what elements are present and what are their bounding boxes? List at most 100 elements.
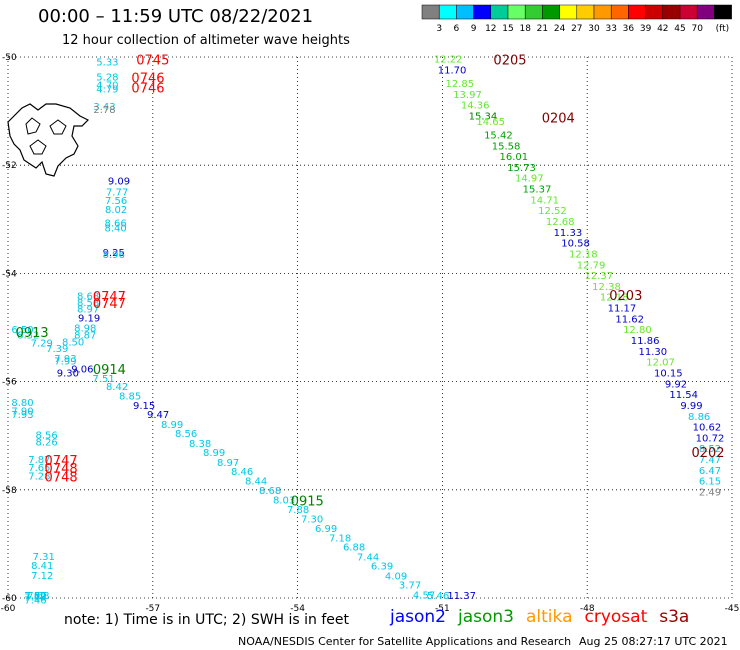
wave-height-value: 7.62 (24, 591, 46, 602)
colorbar-label: 9 (471, 24, 477, 34)
wave-height-value: 4.09 (385, 571, 407, 582)
x-tick-label: -45 (725, 604, 740, 614)
wave-height-value: 9.25 (103, 248, 125, 259)
pass-time-label: 0915 (291, 495, 324, 510)
wave-height-value: 6.88 (343, 543, 365, 554)
wave-height-value: 9.99 (680, 401, 702, 412)
wave-height-value: 15.42 (484, 130, 513, 141)
colorbar-swatch (542, 4, 560, 20)
wave-height-value: 12.85 (445, 79, 474, 90)
wave-height-value: 9.19 (78, 313, 100, 324)
wave-height-value: 15.73 (507, 163, 536, 174)
wave-height-value: 7.29 (31, 339, 53, 350)
wave-height-value: 2.78 (93, 105, 115, 116)
wave-height-value: 8.68 (259, 486, 281, 497)
wave-height-value: 12.18 (569, 249, 598, 260)
pass-time-label: 0748 (45, 462, 78, 477)
wave-height-value: 7.28 (28, 471, 50, 482)
wave-height-value: 12.07 (646, 358, 675, 369)
wave-height-value: 4.79 (96, 84, 118, 95)
wave-height-value: 8.85 (119, 392, 141, 403)
wave-height-value: 8.80 (11, 398, 33, 409)
pass-time-label: 0914 (93, 363, 126, 378)
wave-height-value: 9.15 (133, 401, 155, 412)
wave-height-value: 7.65 (28, 463, 50, 474)
wave-height-value: 8.44 (245, 477, 267, 488)
colorbar-label: 24 (554, 24, 566, 34)
wave-height-value: 16.01 (500, 152, 529, 163)
colorbar-label: 45 (674, 24, 685, 34)
wave-height-value: 3.43 (93, 102, 115, 113)
wave-height-value: 8.03 (273, 496, 295, 507)
colorbar-label: 36 (623, 24, 635, 34)
wave-height-value: 11.54 (669, 390, 698, 401)
wave-height-value: 7.90 (11, 406, 33, 417)
y-tick-label: -60 (2, 594, 17, 604)
colorbar-swatch (679, 4, 698, 20)
wave-height-value: 7.87 (28, 455, 50, 466)
pass-time-label: 0748 (45, 470, 78, 485)
x-tick-label: -54 (290, 604, 305, 614)
wave-height-value: 9.06 (71, 365, 93, 376)
legend-item-altika: altika (526, 607, 573, 627)
wave-height-value: 8.32 (17, 331, 39, 342)
colorbar-swatch (507, 4, 526, 20)
pass-time-label: 0205 (493, 54, 526, 69)
wave-height-value: 7.77 (106, 187, 128, 198)
wave-height-value: 7.31 (33, 552, 55, 563)
wave-height-value: 10.62 (693, 423, 722, 434)
colorbar-label: 42 (657, 24, 668, 34)
wave-height-value: 12.38 (592, 282, 621, 293)
wave-height-value: 8.40 (105, 223, 127, 234)
wave-height-value: 12.52 (538, 206, 567, 217)
wave-height-value: 2.49 (699, 488, 721, 499)
wave-height-value: 8.66 (105, 219, 127, 230)
colorbar-swatch (524, 4, 543, 20)
wave-height-value: 12.37 (584, 271, 613, 282)
wave-height-value: 10.15 (654, 368, 683, 379)
wave-height-value: 8.97 (217, 458, 239, 469)
colorbar-label: 33 (605, 24, 616, 34)
wave-height-value: 8.86 (688, 412, 710, 423)
wave-height-value: 8.56 (175, 429, 197, 440)
wave-height-value: 7.18 (329, 533, 351, 544)
colorbar-label: 15 (502, 24, 513, 34)
falkland-islands (7, 103, 90, 177)
colorbar-unit: (ft) (716, 24, 730, 34)
wave-height-value: 7.68 (27, 591, 49, 602)
wave-height-value: 8.98 (74, 324, 96, 335)
wave-height-value: 4.57 (413, 590, 435, 601)
wave-height-value: 15.34 (469, 112, 498, 123)
wave-height-value: 14.71 (530, 195, 559, 206)
wave-height-value: 7.51 (92, 374, 114, 385)
wave-height-value: 7.18 (24, 592, 46, 603)
pass-time-label: 0202 (691, 446, 724, 461)
colorbar-label: 21 (537, 24, 548, 34)
wave-height-value: 6.15 (699, 477, 721, 488)
wave-height-value: 8.87 (74, 331, 96, 342)
header-subtitle: 12 hour collection of altimeter wave hei… (62, 33, 350, 48)
footer-timestamp: Aug 25 08:27:17 UTC 2021 (579, 635, 728, 648)
pass-time-label: 0746 (131, 72, 164, 87)
colorbar-swatch (490, 4, 509, 20)
wave-height-value: 7.56 (105, 196, 127, 207)
colorbar-swatch (576, 4, 595, 20)
wave-height-value: 12.68 (546, 217, 575, 228)
wave-height-value: 8.38 (189, 439, 211, 450)
colorbar-swatch (421, 4, 440, 20)
wave-height-value: 8.58 (77, 298, 99, 309)
wave-height-value: 8.26 (35, 438, 57, 449)
legend-item-jason2: jason2 (390, 607, 446, 627)
wave-height-value: 6.39 (371, 562, 393, 573)
wave-height-value: 9.47 (147, 410, 169, 421)
y-tick-label: -54 (2, 269, 17, 279)
colorbar-label: 70 (691, 24, 703, 34)
colorbar-swatch (456, 4, 474, 20)
wave-height-value: 7.50 (24, 591, 46, 602)
header-title: 00:00 – 11:59 UTC 08/22/2021 (38, 6, 314, 27)
pass-time-label: 0203 (609, 289, 642, 304)
pass-time-label: 0747 (93, 290, 126, 305)
wave-height-value: 8.42 (106, 382, 128, 393)
colorbar-label: 6 (454, 24, 460, 34)
y-tick-label: -58 (2, 486, 17, 496)
